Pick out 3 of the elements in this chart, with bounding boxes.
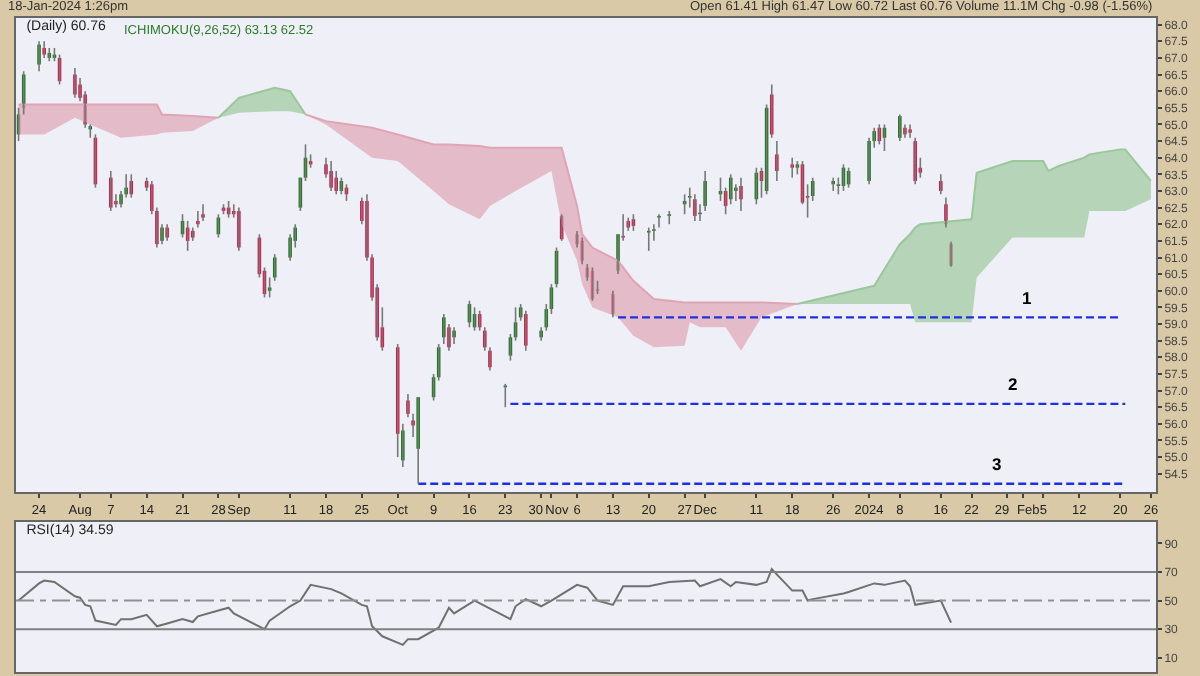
series-label: 1 xyxy=(1022,288,1032,308)
series-label: 2 xyxy=(1008,374,1018,394)
series-label: 3 xyxy=(992,454,1002,474)
